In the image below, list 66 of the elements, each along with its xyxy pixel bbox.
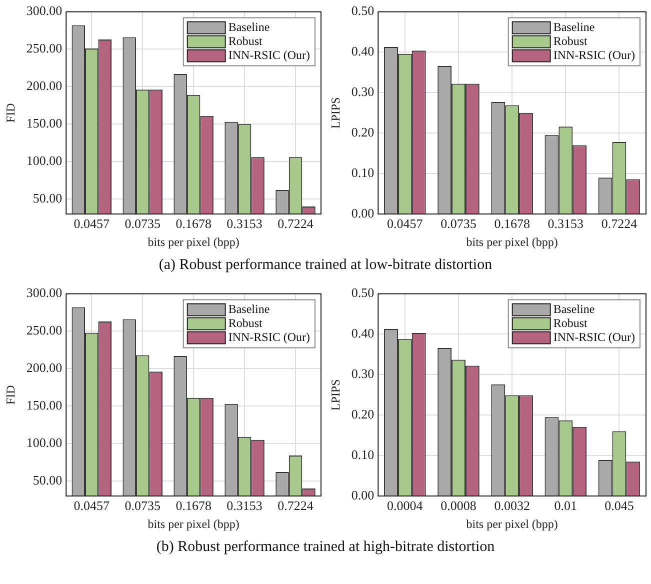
- y-tick-label: 0.50: [351, 3, 374, 18]
- y-axis-title: FID: [3, 102, 18, 123]
- x-tick-label: 0.0735: [440, 216, 476, 232]
- y-tick-label: 150.00: [26, 398, 62, 413]
- x-tick-label: 0.0735: [124, 498, 160, 514]
- legend-label: Baseline: [553, 302, 595, 316]
- y-tick-label: 300.00: [26, 285, 62, 300]
- x-axis-title: bits per pixel (bpp): [466, 516, 558, 531]
- x-tick-label: 0.0735: [124, 216, 160, 232]
- y-tick-label: 0.10: [351, 164, 374, 180]
- y-tick-label: 50.00: [32, 472, 62, 488]
- x-tick-label: 0.7224: [601, 216, 638, 232]
- y-tick-label: 0.30: [351, 366, 374, 382]
- y-tick-label: 250.00: [26, 40, 62, 56]
- y-axis-title: LPIPS: [328, 97, 342, 129]
- x-tick-label: 0.0008: [440, 498, 476, 514]
- y-tick-label: 0.40: [351, 326, 374, 341]
- y-tick-label: 0.30: [351, 84, 374, 100]
- x-tick-label: 0.0032: [494, 498, 530, 514]
- legend-label: INN-RSIC (Our): [553, 330, 636, 344]
- x-tick-label: 0.7224: [278, 216, 314, 232]
- legend-label: Robust: [553, 34, 588, 48]
- y-tick-label: 0.10: [351, 446, 374, 462]
- legend-label: Baseline: [228, 302, 270, 316]
- y-tick-label: 50.00: [32, 190, 62, 206]
- legend-label: Baseline: [228, 20, 270, 34]
- y-axis-title: FID: [3, 384, 18, 405]
- y-tick-label: 0.00: [351, 205, 374, 220]
- y-tick-label: 250.00: [26, 322, 62, 338]
- x-tick-label: 0.045: [604, 498, 634, 514]
- legend-label: INN-RSIC (Our): [553, 48, 636, 62]
- legend-label: INN-RSIC (Our): [228, 330, 310, 344]
- x-tick-label: 0.1678: [176, 216, 212, 232]
- legend-label: Baseline: [553, 20, 595, 34]
- y-tick-label: 0.40: [351, 44, 374, 59]
- x-tick-label: 0.3153: [226, 216, 262, 232]
- x-tick-label: 0.0004: [387, 498, 424, 514]
- y-tick-label: 200.00: [26, 78, 62, 94]
- text: (b) Robust performance trained at high-bitrate distortion: [155, 538, 496, 557]
- y-tick-label: 200.00: [26, 360, 62, 376]
- x-axis-title: bits per pixel (bpp): [466, 234, 558, 249]
- x-tick-label: 0.01: [554, 498, 578, 514]
- y-tick-label: 0.50: [351, 285, 374, 300]
- legend-label: Robust: [553, 316, 588, 330]
- x-axis-title: bits per pixel (bpp): [148, 234, 240, 249]
- y-tick-label: 100.00: [26, 435, 62, 450]
- x-axis-title: bits per pixel (bpp): [148, 516, 240, 531]
- x-tick-label: 0.3153: [548, 216, 584, 232]
- x-tick-label: 0.7224: [278, 498, 314, 514]
- y-tick-label: 150.00: [26, 116, 62, 131]
- legend-label: Robust: [228, 34, 264, 48]
- text: (a) Robust performance trained at low-bitrate distortion: [158, 256, 494, 275]
- x-tick-label: 0.0457: [74, 498, 110, 514]
- y-tick-label: 100.00: [26, 153, 62, 168]
- y-tick-label: 0.20: [351, 124, 374, 140]
- x-tick-label: 0.0457: [387, 216, 424, 232]
- x-tick-label: 0.0457: [74, 216, 110, 232]
- y-tick-label: 0.00: [351, 487, 374, 502]
- legend-label: Robust: [228, 316, 264, 330]
- x-tick-label: 0.1678: [494, 216, 530, 232]
- y-tick-label: 300.00: [26, 3, 62, 18]
- legend-label: INN-RSIC (Our): [228, 48, 310, 62]
- y-tick-label: 0.20: [351, 406, 374, 422]
- x-tick-label: 0.1678: [176, 498, 212, 514]
- y-axis-title: LPIPS: [328, 379, 342, 411]
- x-tick-label: 0.3153: [226, 498, 262, 514]
